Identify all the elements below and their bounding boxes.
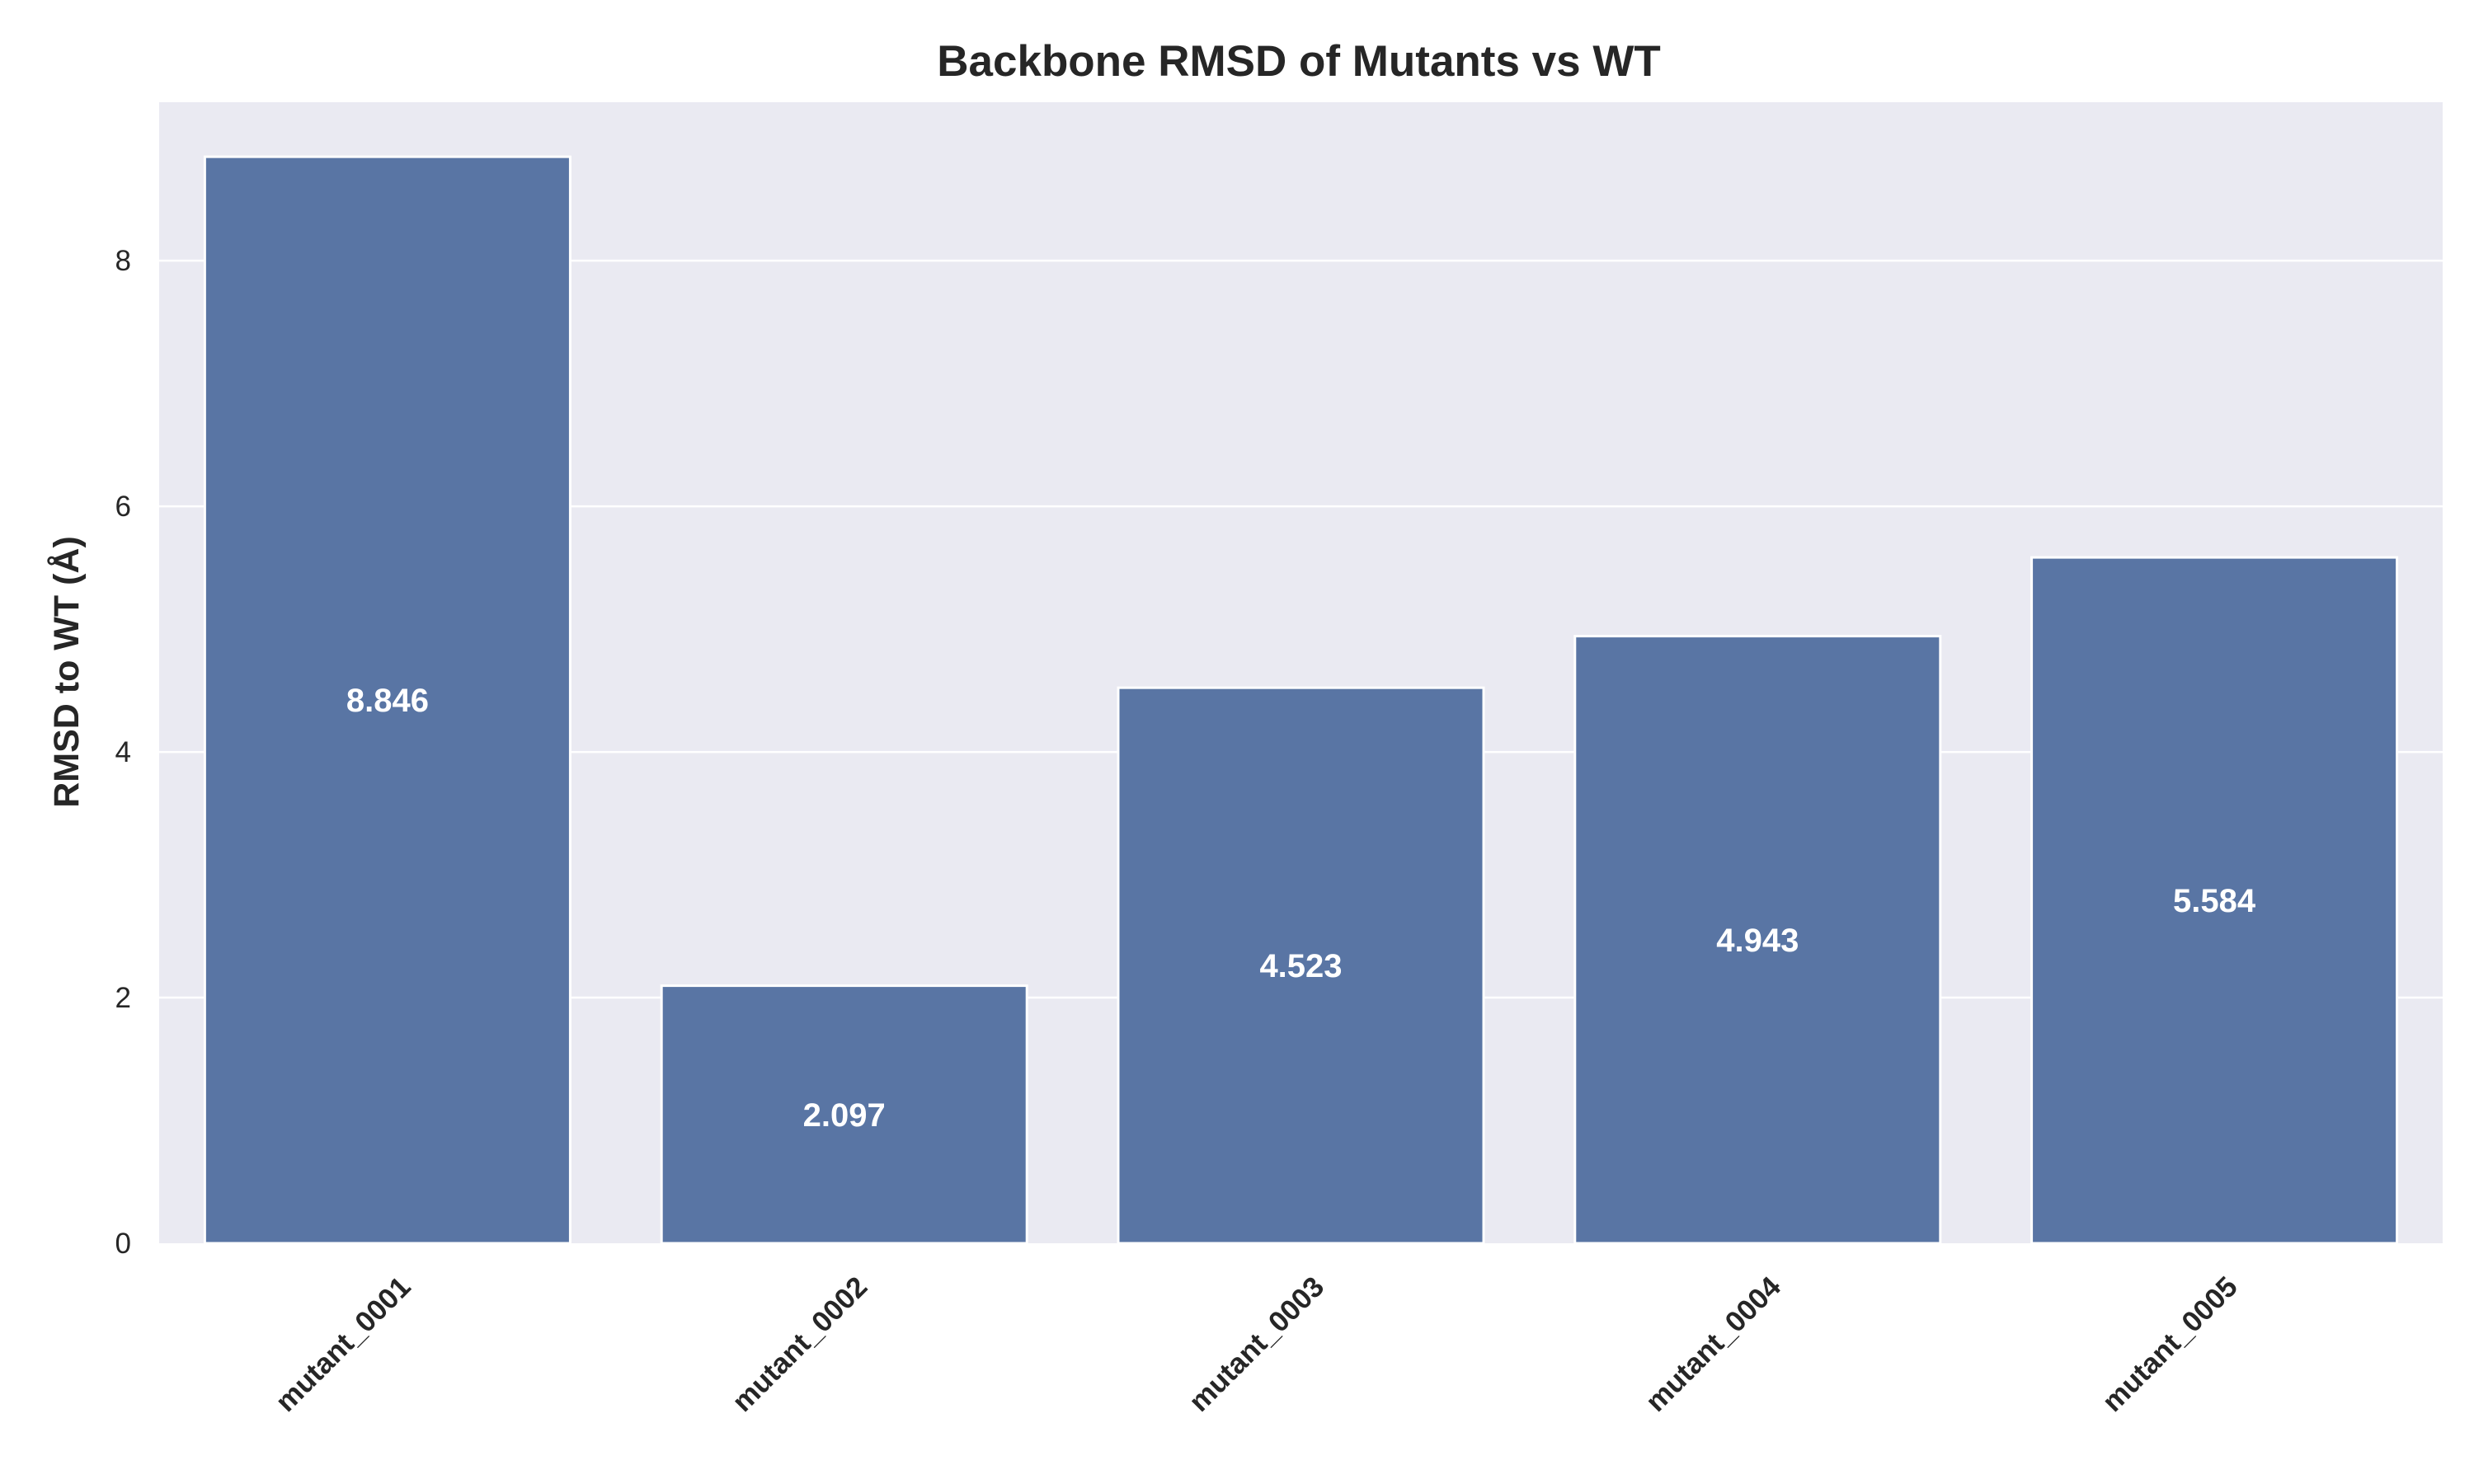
data-label: 4.943: [1716, 923, 1799, 959]
x-axis-ticks: mutant_0001 mutant_0002 mutant_0003 mutant_…: [270, 1270, 2244, 1418]
bar-mutant_0001: [203, 155, 571, 1245]
y-tick-label: 0: [115, 1228, 131, 1260]
x-tick-label: mutant_0004: [1639, 1270, 1787, 1418]
x-tick-label: mutant_0003: [1183, 1270, 1330, 1418]
data-label: 4.523: [1259, 948, 1342, 984]
y-axis-label: RMSD to WT (Å): [47, 536, 87, 808]
chart-title: Backbone RMSD of Mutants vs WT: [937, 37, 1661, 86]
y-tick-label: 4: [115, 736, 131, 768]
y-tick-label: 8: [115, 245, 131, 277]
bar-mutant_0005: [2030, 556, 2399, 1245]
bar-mutant_0003: [1117, 686, 1485, 1245]
y-tick-label: 6: [115, 491, 131, 523]
data-label: 2.097: [803, 1097, 886, 1134]
bar-mutant_0002: [660, 984, 1028, 1245]
bar-mutant_0004: [1573, 635, 1942, 1245]
x-tick-label: mutant_0005: [2096, 1270, 2244, 1418]
x-tick-label: mutant_0001: [270, 1270, 417, 1418]
x-tick-label: mutant_0002: [726, 1270, 873, 1418]
data-labels: 8.846 2.097 4.523 4.943 5.584: [346, 683, 2256, 1134]
y-axis-ticks: 0 2 4 6 8: [115, 245, 131, 1260]
bars: [203, 155, 2399, 1245]
data-label: 5.584: [2173, 883, 2256, 919]
y-tick-label: 2: [115, 982, 131, 1014]
data-label: 8.846: [346, 683, 429, 719]
